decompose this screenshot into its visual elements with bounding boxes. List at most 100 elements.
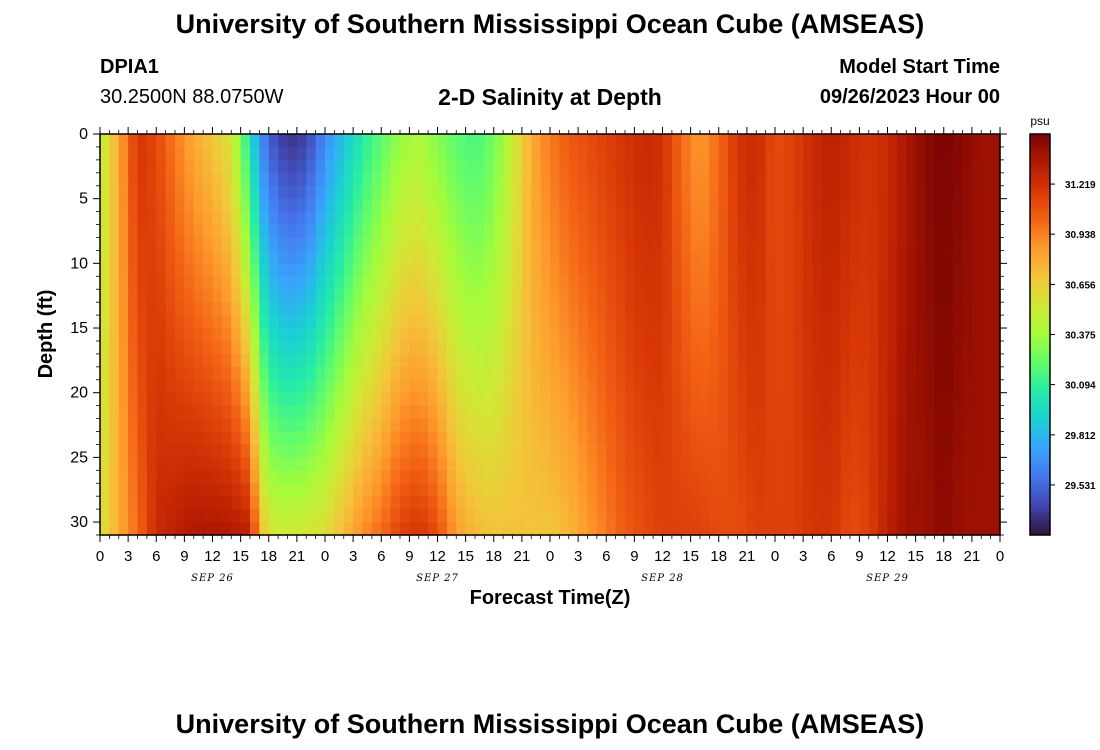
heatmap-cell [493, 470, 504, 484]
heatmap-cell [868, 315, 879, 329]
heatmap-cell [175, 470, 185, 484]
heatmap-cell [653, 302, 664, 316]
heatmap-cell [165, 509, 176, 523]
heatmap-cell [306, 276, 317, 290]
heatmap-cell [934, 224, 945, 239]
heatmap-cell [437, 302, 448, 316]
heatmap-cell [643, 250, 654, 264]
heatmap-cell [953, 172, 964, 187]
heatmap-cell [934, 470, 945, 484]
heatmap-cell [625, 185, 635, 200]
heatmap-cell [840, 302, 851, 316]
heatmap-cell [259, 328, 270, 342]
heatmap-cell [587, 340, 598, 355]
heatmap-cell [484, 392, 495, 407]
heatmap-cell [850, 457, 860, 471]
heatmap-cell [146, 185, 157, 200]
heatmap-cell [400, 405, 410, 420]
heatmap-cell [212, 198, 223, 213]
heatmap-cell [456, 250, 467, 264]
heatmap-cell [746, 379, 757, 394]
heatmap-cell [475, 431, 485, 446]
heatmap-cell [643, 172, 654, 187]
heatmap-cell [578, 185, 589, 200]
heatmap-cell [887, 522, 898, 536]
heatmap-cell [765, 470, 776, 484]
heatmap-cell [278, 470, 289, 484]
heatmap-cell [681, 237, 692, 252]
heatmap-cell [700, 224, 710, 239]
heatmap-cell [437, 405, 448, 420]
heatmap-cell [428, 444, 439, 458]
heatmap-cell [343, 353, 354, 368]
heatmap-cell [203, 237, 214, 252]
heatmap-cell [821, 315, 832, 329]
heatmap-cell [700, 470, 710, 484]
heatmap-cell [165, 353, 176, 368]
heatmap-cell [709, 353, 720, 368]
colorbar-tick-label: 30.375 [1065, 331, 1096, 342]
heatmap-cell [325, 146, 335, 161]
heatmap-cell [915, 211, 926, 226]
heatmap-cell [634, 185, 645, 200]
heatmap-cell [212, 250, 223, 264]
heatmap-cell [906, 328, 917, 342]
heatmap-cell [343, 172, 354, 187]
heatmap-cell [371, 185, 382, 200]
x-tick-label: 15 [232, 548, 249, 565]
heatmap-cell [840, 134, 851, 148]
heatmap-cell [981, 340, 992, 355]
heatmap-cell [146, 146, 157, 161]
heatmap-cell [278, 250, 289, 264]
heatmap-cell [568, 405, 579, 420]
heatmap-cell [765, 211, 776, 226]
heatmap-cell [418, 470, 429, 484]
heatmap-cell [437, 276, 448, 290]
heatmap-cell [634, 431, 645, 446]
heatmap-cell [371, 159, 382, 174]
heatmap-cell [343, 431, 354, 446]
heatmap-cell [428, 198, 439, 213]
heatmap-cell [456, 289, 467, 303]
heatmap-cell [587, 224, 598, 239]
heatmap-cell [456, 185, 467, 200]
heatmap-cell [625, 237, 635, 252]
x-tick-label: 21 [514, 548, 531, 565]
heatmap-cell [775, 418, 785, 433]
heatmap-cell [362, 522, 373, 536]
heatmap-cell [493, 211, 504, 226]
heatmap-cell [896, 185, 907, 200]
heatmap-cell [315, 522, 326, 536]
heatmap-cell [662, 496, 673, 510]
heatmap-cell [775, 237, 785, 252]
heatmap-cell [925, 185, 935, 200]
heatmap-cell [662, 366, 673, 381]
heatmap-cell [325, 198, 335, 213]
heatmap-cell [315, 457, 326, 471]
heatmap-cell [971, 483, 982, 497]
heatmap-cell [475, 146, 485, 161]
heatmap-cell [118, 470, 129, 484]
heatmap-cell [868, 405, 879, 420]
heatmap-cell [559, 379, 570, 394]
heatmap-cell [390, 340, 401, 355]
heatmap-cell [109, 276, 120, 290]
heatmap-cell [540, 315, 551, 329]
heatmap-cell [765, 444, 776, 458]
heatmap-cell [812, 353, 823, 368]
heatmap-cell [878, 224, 889, 239]
heatmap-cell [775, 522, 785, 536]
heatmap-cell [953, 185, 964, 200]
heatmap-cell [896, 134, 907, 148]
x-tick-label: 6 [827, 548, 835, 565]
heatmap-cell [550, 172, 560, 187]
heatmap-cell [934, 509, 945, 523]
heatmap-cell [409, 405, 420, 420]
heatmap-cell [362, 198, 373, 213]
heatmap-cell [353, 159, 364, 174]
heatmap-cell [746, 496, 757, 510]
heatmap-cell [793, 302, 804, 316]
heatmap-cell [868, 483, 879, 497]
heatmap-cell [465, 159, 476, 174]
heatmap-cell [971, 289, 982, 303]
